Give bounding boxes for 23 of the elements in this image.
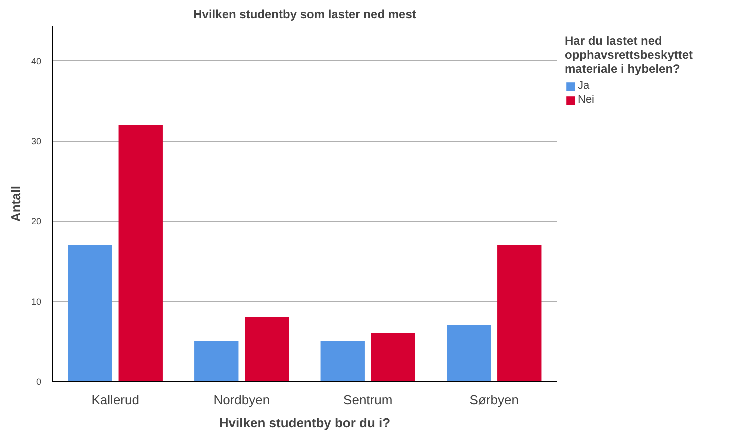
bar	[118, 125, 163, 382]
x-tick-label: Sørbyen	[470, 392, 519, 408]
x-tick-label: Nordbyen	[214, 392, 270, 408]
bar	[194, 341, 239, 382]
bar	[320, 341, 365, 382]
legend-label: Nei	[578, 94, 596, 106]
legend-label: Ja	[578, 80, 591, 92]
legend-title: Har du lastet ned opphavsrettsbeskyttet materiale i hybelen?	[565, 34, 694, 76]
y-tick-label: 20	[31, 216, 42, 227]
bar	[245, 317, 290, 382]
x-axis-title: Hvilken studentby bor du i?	[219, 416, 391, 430]
y-tick-label: 30	[31, 136, 42, 147]
y-tick-label: 0	[36, 377, 42, 387]
y-tick-label: 10	[31, 296, 42, 307]
y-tick-label: 40	[31, 56, 42, 66]
bar	[68, 245, 112, 382]
y-axis-title: Antall	[8, 186, 24, 222]
bar	[498, 245, 542, 382]
bar	[371, 333, 416, 382]
chart-title: Hvilken studentby som laster ned mest	[194, 8, 416, 22]
x-tick-label: Kallerud	[92, 392, 140, 408]
bar	[447, 325, 492, 382]
x-tick-label: Sentrum	[344, 392, 393, 408]
